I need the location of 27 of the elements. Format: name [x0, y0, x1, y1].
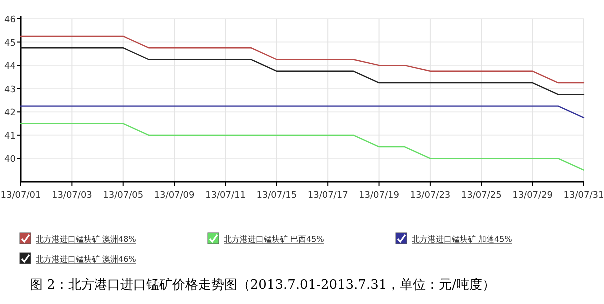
line-series	[20, 36, 585, 84]
legend-label: 北方港进口锰块矿 巴西45%	[224, 235, 325, 244]
x-tick-label: 13/07/19	[359, 191, 400, 201]
x-tick-label: 13/07/25	[461, 191, 502, 201]
x-tick-label: 13/07/15	[256, 191, 298, 201]
y-tick-label: 45	[4, 38, 16, 49]
x-tick-label: 13/07/09	[154, 191, 196, 201]
x-tick-label: 13/07/23	[410, 191, 451, 201]
x-tick-label: 13/07/05	[103, 191, 144, 201]
y-tick-label: 46	[4, 16, 16, 26]
legend-label: 北方港进口锰块矿 加蓬45%	[412, 235, 513, 244]
x-tick-label: 13/07/11	[206, 191, 246, 201]
x-tick-label: 13/07/31	[564, 191, 604, 201]
line-series	[20, 48, 585, 96]
caption: 图 2：北方港口进口锰矿价格走势图（2013.7.01-2013.7.31，单位：元/吨度）	[30, 277, 496, 293]
y-tick-label: 44	[4, 62, 16, 72]
y-tick-label: 41	[4, 132, 16, 142]
legend-label: 北方港进口锰块矿 澳洲48%	[36, 235, 137, 244]
x-tick-label: 13/07/01	[0, 191, 42, 201]
line-series	[20, 123, 585, 171]
x-tick-label: 13/07/03	[52, 191, 92, 201]
y-tick-label: 43	[4, 85, 16, 96]
x-tick-label: 13/07/17	[308, 191, 348, 201]
y-tick-label: 42	[4, 108, 16, 119]
legend-label: 北方港进口锰块矿 澳洲46%	[36, 255, 137, 264]
y-tick-label: 40	[4, 155, 16, 166]
x-tick-label: 13/07/29	[512, 191, 554, 201]
